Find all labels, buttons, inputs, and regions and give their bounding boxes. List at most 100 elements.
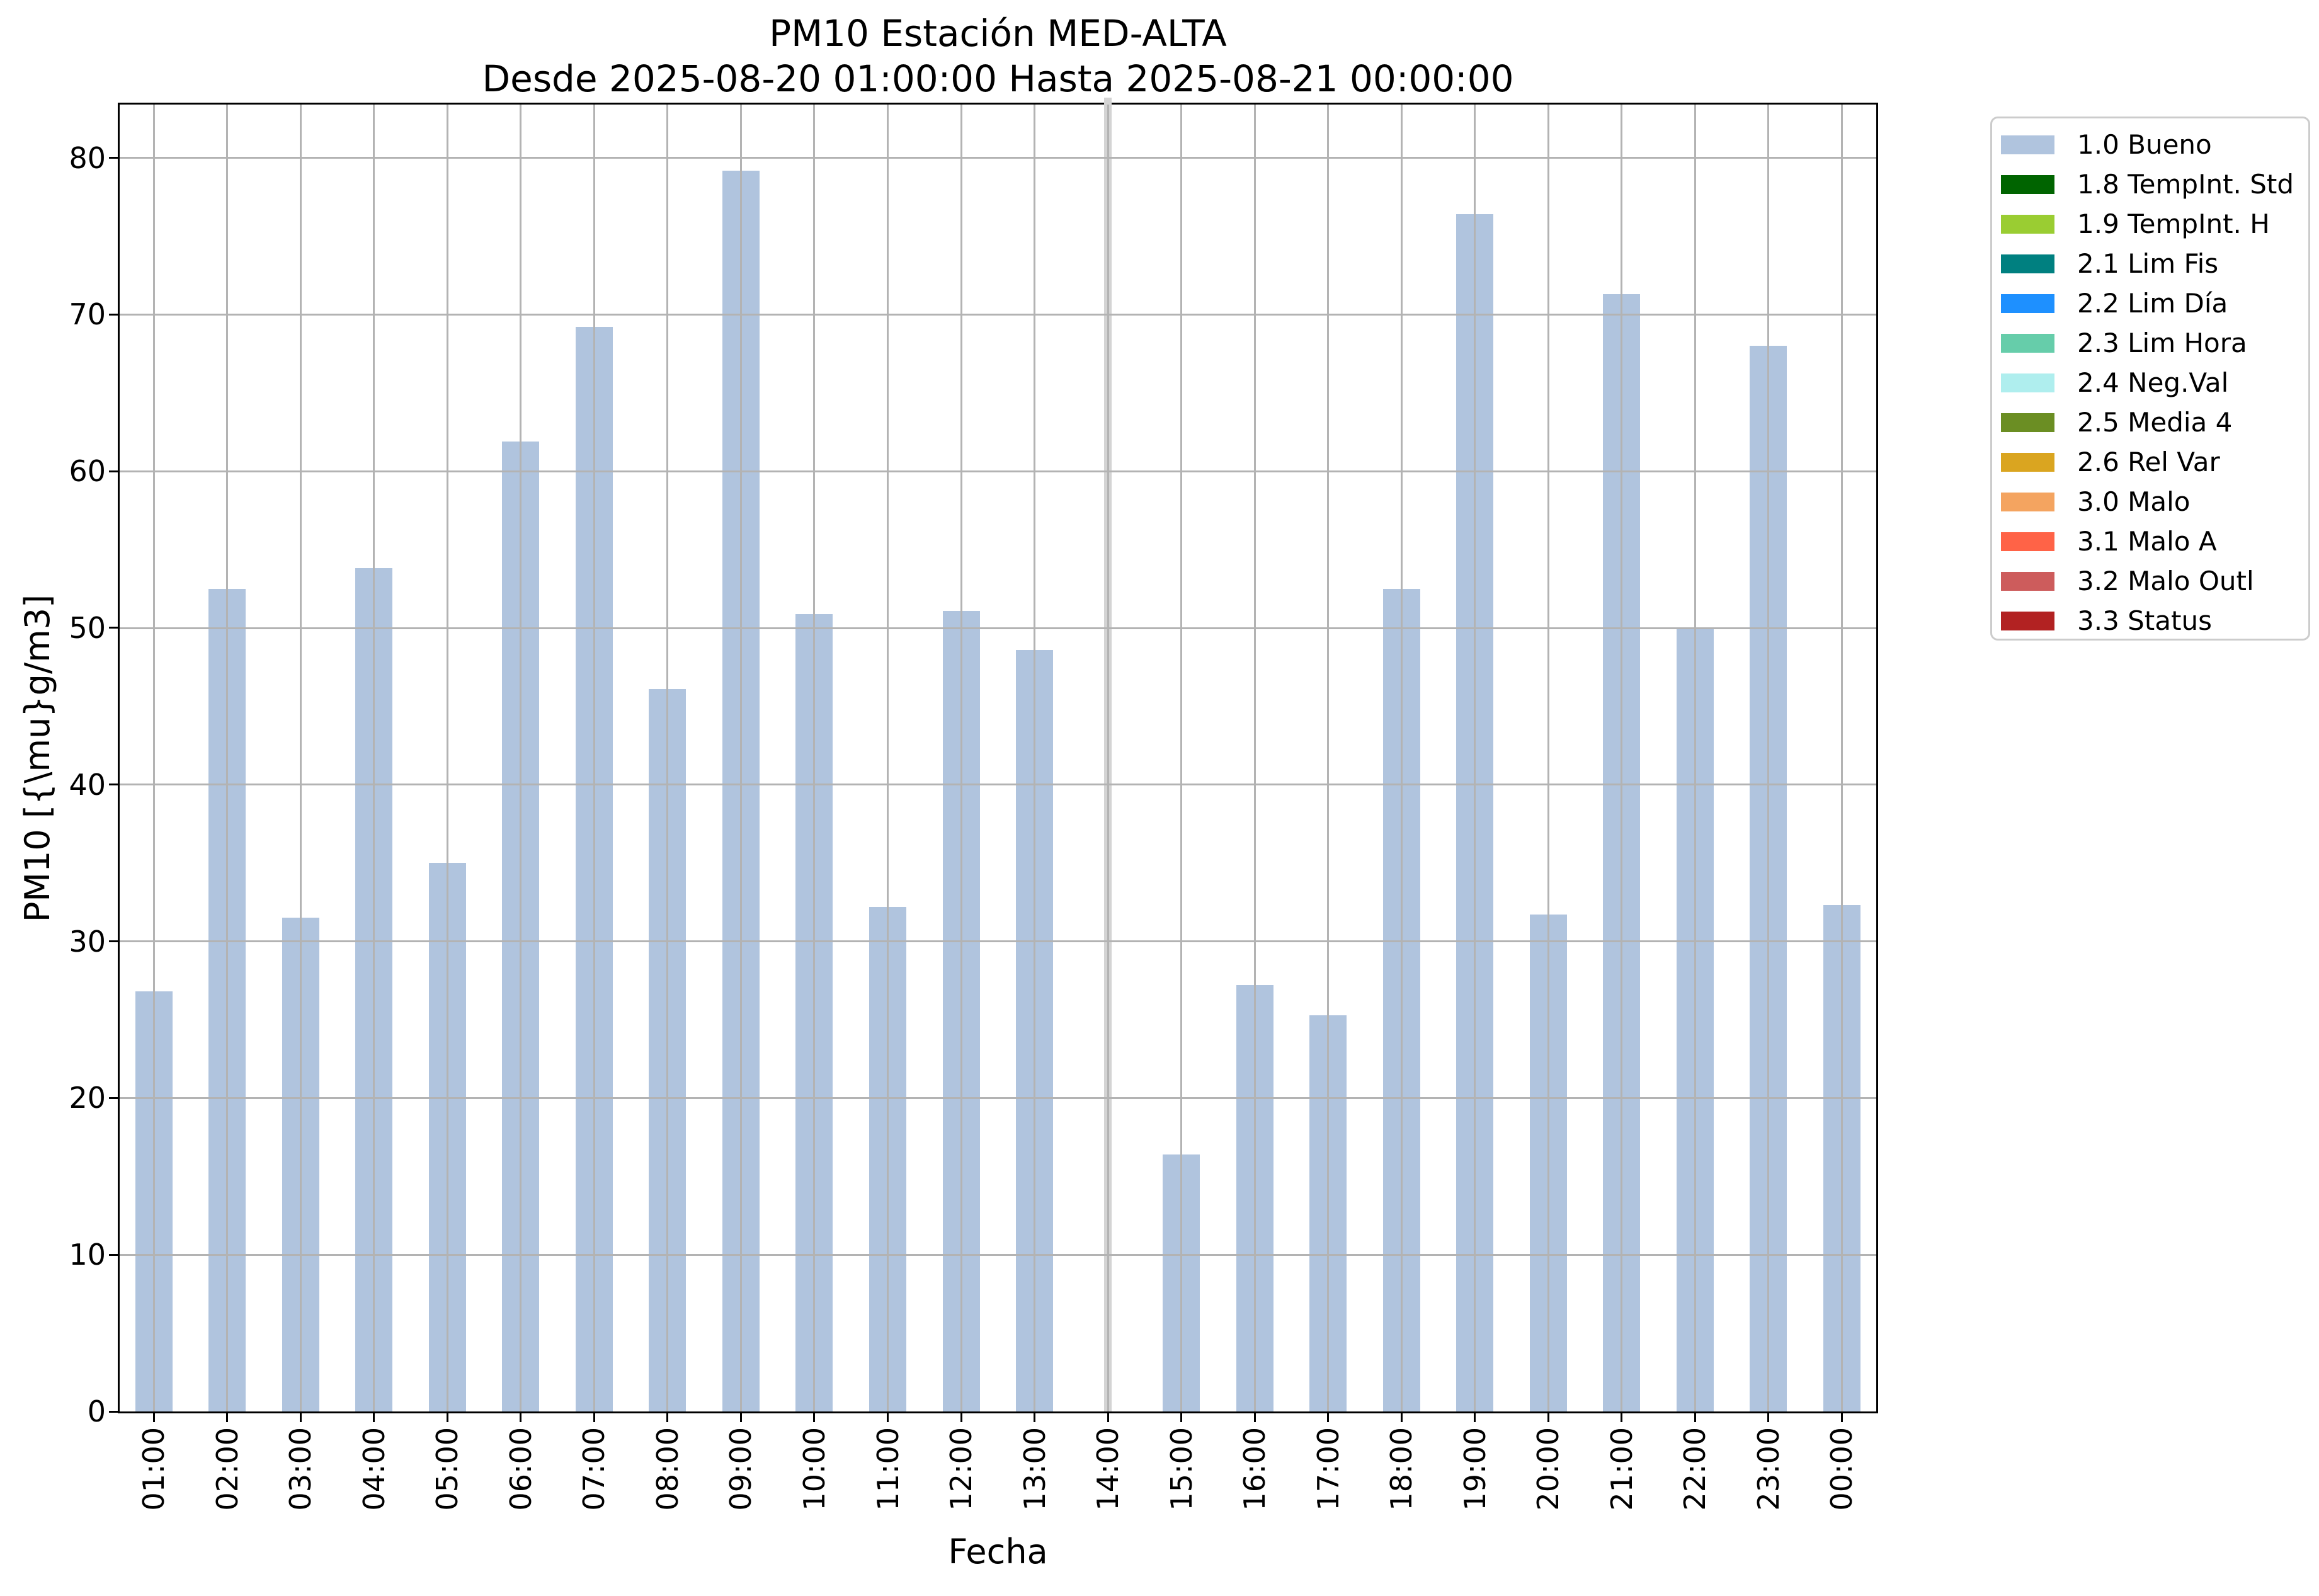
y-tick-label: 20	[69, 1081, 106, 1115]
x-tick-label: 09:00	[724, 1427, 758, 1511]
x-axis-label: Fecha	[948, 1532, 1048, 1571]
v-gridline	[1107, 105, 1109, 1411]
x-tick-label: 22:00	[1678, 1427, 1712, 1511]
x-tick-label: 07:00	[577, 1427, 612, 1511]
h-gridline	[120, 940, 1876, 943]
legend-item: 1.0 Bueno	[2001, 125, 2308, 164]
x-tick-mark	[960, 1413, 962, 1422]
legend-swatch	[2001, 492, 2054, 511]
y-tick-mark	[109, 627, 118, 629]
v-gridline	[373, 105, 375, 1411]
x-tick-label: 04:00	[356, 1427, 391, 1511]
v-gridline	[1253, 105, 1256, 1411]
legend-item: 1.8 TempInt. Std	[2001, 164, 2308, 204]
h-gridline	[120, 470, 1876, 472]
legend-swatch	[2001, 571, 2054, 591]
x-tick-label: 15:00	[1164, 1427, 1199, 1511]
x-tick-mark	[1180, 1413, 1183, 1422]
legend-item: 2.6 Rel Var	[2001, 442, 2308, 482]
y-tick-mark	[109, 1410, 118, 1413]
legend-item: 2.4 Neg.Val	[2001, 363, 2308, 402]
v-gridline	[1694, 105, 1696, 1411]
y-tick-mark	[109, 1253, 118, 1256]
v-gridline	[813, 105, 816, 1411]
x-tick-label: 10:00	[797, 1427, 831, 1511]
v-gridline	[1034, 105, 1036, 1411]
legend: 1.0 Bueno 1.8 TempInt. Std 1.9 TempInt. H 2…	[1990, 117, 2310, 641]
legend-label: 1.0 Bueno	[2077, 129, 2212, 160]
x-tick-mark	[1400, 1413, 1403, 1422]
v-gridline	[887, 105, 889, 1411]
v-gridline	[960, 105, 962, 1411]
chart-title-block: PM10 Estación MED-ALTA Desde 2025-08-20 …	[118, 11, 1878, 102]
legend-item: 2.5 Media 4	[2001, 402, 2308, 442]
legend-item: 2.2 Lim Día	[2001, 283, 2308, 323]
plot-area	[118, 98, 1878, 1413]
legend-label: 1.9 TempInt. H	[2077, 208, 2270, 239]
v-gridline	[1474, 105, 1476, 1411]
legend-label: 2.4 Neg.Val	[2077, 367, 2229, 398]
x-tick-label: 02:00	[210, 1427, 244, 1511]
x-tick-label: 01:00	[137, 1427, 171, 1511]
x-tick-mark	[1694, 1413, 1696, 1422]
legend-swatch	[2001, 373, 2054, 392]
h-gridline	[120, 157, 1876, 159]
legend-label: 1.8 TempInt. Std	[2077, 169, 2294, 200]
v-gridline	[1180, 105, 1183, 1411]
legend-label: 2.2 Lim Día	[2077, 288, 2228, 319]
x-tick-label: 20:00	[1531, 1427, 1566, 1511]
x-tick-mark	[1253, 1413, 1256, 1422]
x-tick-label: 19:00	[1457, 1427, 1492, 1511]
y-axis-label: PM10 [{\mu}g/m3]	[18, 594, 57, 923]
v-gridline	[666, 105, 669, 1411]
x-tick-label: 12:00	[944, 1427, 979, 1511]
y-tick-label: 70	[69, 297, 106, 332]
legend-swatch	[2001, 174, 2054, 194]
x-tick-mark	[1474, 1413, 1476, 1422]
x-tick-label: 23:00	[1751, 1427, 1786, 1511]
legend-swatch	[2001, 214, 2054, 234]
x-tick-mark	[887, 1413, 889, 1422]
legend-label: 2.3 Lim Hora	[2077, 328, 2247, 358]
x-tick-label: 03:00	[283, 1427, 318, 1511]
x-tick-label: 00:00	[1825, 1427, 1859, 1511]
x-tick-label: 18:00	[1384, 1427, 1419, 1511]
y-tick-mark	[109, 470, 118, 472]
v-gridline	[152, 105, 155, 1411]
h-gridline	[120, 784, 1876, 786]
legend-swatch	[2001, 452, 2054, 472]
x-tick-label: 05:00	[430, 1427, 465, 1511]
y-tick-mark	[109, 313, 118, 316]
h-gridline	[120, 313, 1876, 316]
legend-label: 3.2 Malo Outl	[2077, 566, 2254, 596]
v-gridline	[1840, 105, 1843, 1411]
y-tick-mark	[109, 940, 118, 943]
v-gridline	[446, 105, 448, 1411]
y-tick-mark	[109, 784, 118, 786]
legend-item: 2.3 Lim Hora	[2001, 323, 2308, 363]
y-tick-mark	[109, 1097, 118, 1099]
chart-subtitle: Desde 2025-08-20 01:00:00 Hasta 2025-08-…	[482, 57, 1514, 100]
x-tick-mark	[1767, 1413, 1770, 1422]
v-gridline	[520, 105, 522, 1411]
legend-item: 3.2 Malo Outl	[2001, 561, 2308, 601]
x-tick-mark	[1034, 1413, 1036, 1422]
x-tick-mark	[1840, 1413, 1843, 1422]
x-tick-mark	[520, 1413, 522, 1422]
x-tick-mark	[152, 1413, 155, 1422]
x-tick-label: 06:00	[503, 1427, 538, 1511]
y-tick-mark	[109, 157, 118, 159]
legend-item: 1.9 TempInt. H	[2001, 204, 2308, 244]
v-gridline	[1767, 105, 1770, 1411]
y-tick-label: 10	[69, 1238, 106, 1272]
y-tick-label: 60	[69, 454, 106, 489]
x-tick-mark	[593, 1413, 595, 1422]
x-tick-mark	[739, 1413, 742, 1422]
v-gridline	[593, 105, 595, 1411]
v-gridline	[1327, 105, 1330, 1411]
y-tick-label: 30	[69, 924, 106, 959]
x-tick-mark	[373, 1413, 375, 1422]
x-tick-mark	[1107, 1413, 1109, 1422]
legend-label: 2.5 Media 4	[2077, 407, 2233, 438]
